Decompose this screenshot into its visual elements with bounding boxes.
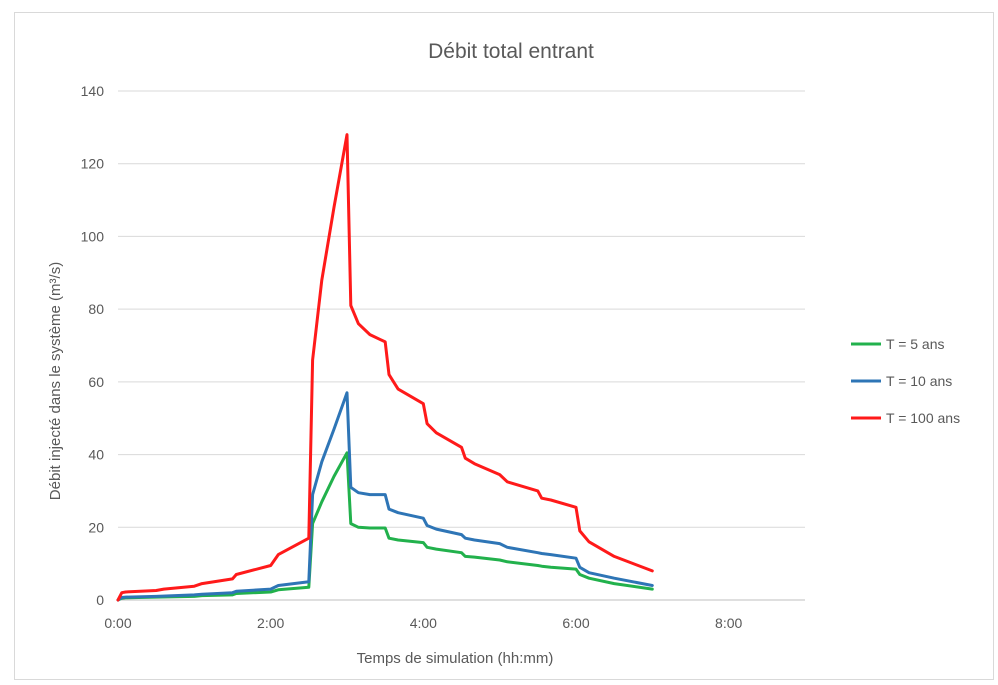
y-axis-title: Débit injecté dans le système (m³/s) bbox=[47, 262, 64, 500]
x-axis-title: Temps de simulation (hh:mm) bbox=[357, 650, 554, 667]
x-tick-label: 6:00 bbox=[562, 615, 589, 631]
y-tick-label: 80 bbox=[88, 301, 104, 317]
legend-label: T = 5 ans bbox=[886, 336, 945, 352]
x-tick-label: 4:00 bbox=[410, 615, 437, 631]
y-tick-label: 140 bbox=[81, 83, 105, 99]
series-line bbox=[116, 391, 654, 602]
x-tick-label: 0:00 bbox=[104, 615, 131, 631]
y-tick-label: 120 bbox=[81, 156, 105, 172]
y-tick-labels: 0 20 40 60 80 100 120 140 bbox=[81, 83, 105, 608]
y-tick-label: 20 bbox=[88, 519, 104, 535]
series-line bbox=[116, 451, 654, 602]
legend: T = 5 ans T = 10 ans T = 100 ans bbox=[851, 336, 960, 426]
chart-frame bbox=[14, 12, 994, 680]
series-lines bbox=[116, 133, 654, 602]
legend-label: T = 100 ans bbox=[886, 410, 960, 426]
y-tick-label: 40 bbox=[88, 447, 104, 463]
y-tick-label: 100 bbox=[81, 228, 105, 244]
x-tick-label: 2:00 bbox=[257, 615, 284, 631]
legend-label: T = 10 ans bbox=[886, 373, 952, 389]
gridlines bbox=[118, 90, 805, 528]
x-tick-label: 8:00 bbox=[715, 615, 742, 631]
y-tick-label: 0 bbox=[96, 592, 104, 608]
y-tick-label: 60 bbox=[88, 374, 104, 390]
series-line bbox=[116, 133, 654, 602]
chart-title: Débit total entrant bbox=[428, 40, 594, 63]
x-tick-labels: 0:00 2:00 4:00 6:00 8:00 bbox=[104, 615, 742, 631]
